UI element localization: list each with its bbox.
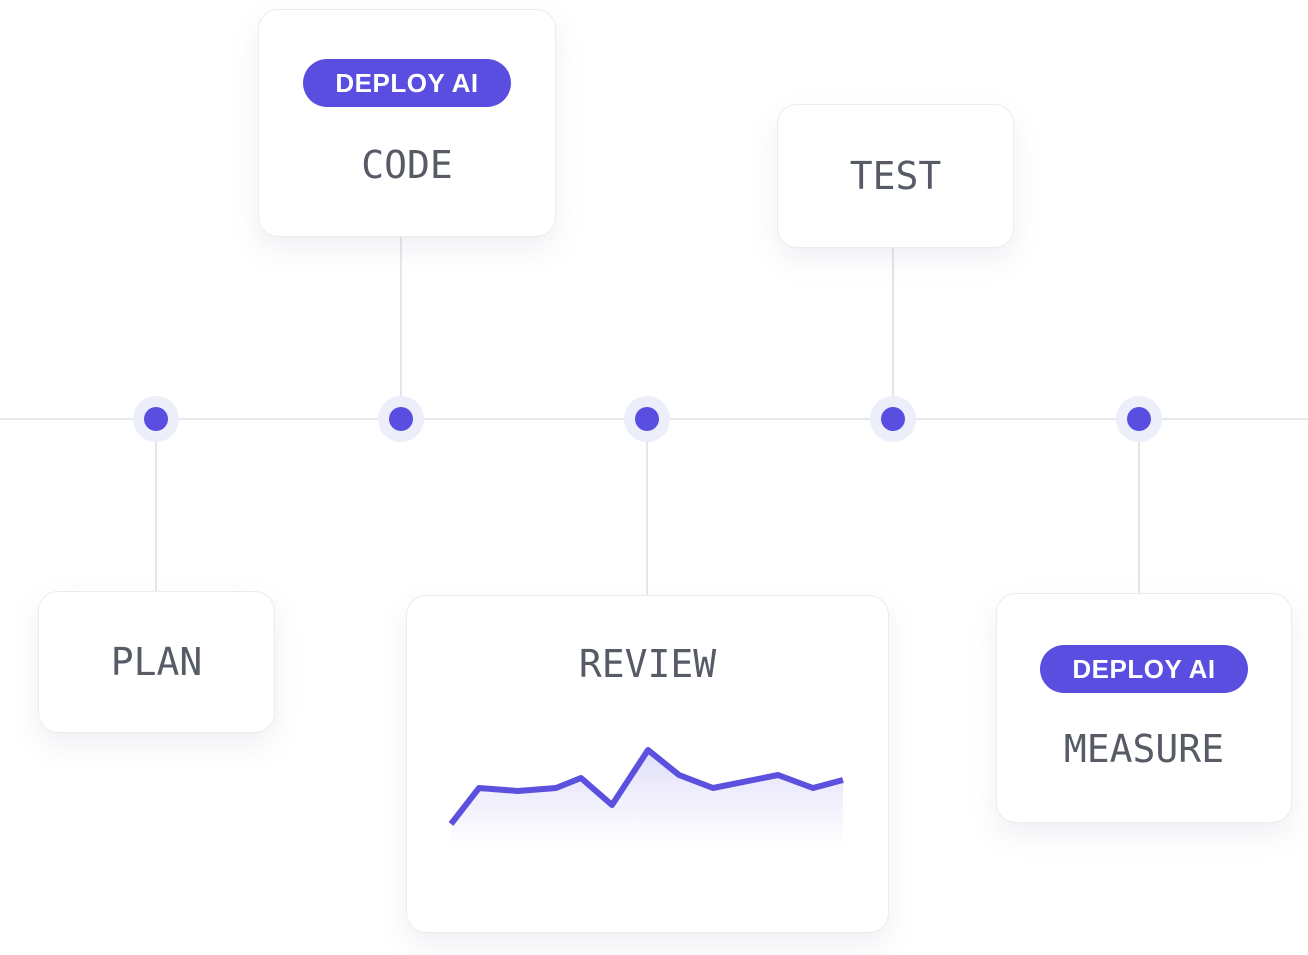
node-dot: [144, 407, 168, 431]
stage-card-test[interactable]: TEST: [777, 104, 1014, 248]
connector-measure: [1138, 419, 1140, 593]
stage-label-measure: MEASURE: [1063, 727, 1225, 771]
deploy-ai-badge[interactable]: DEPLOY AI: [303, 59, 511, 107]
node-dot: [635, 407, 659, 431]
stage-label-test: TEST: [849, 154, 942, 198]
stage-card-code[interactable]: DEPLOY AI CODE: [258, 9, 556, 237]
timeline-node-review[interactable]: [624, 396, 670, 442]
stage-label-plan: PLAN: [110, 640, 203, 684]
stage-card-measure[interactable]: DEPLOY AI MEASURE: [996, 593, 1292, 823]
stage-card-plan[interactable]: PLAN: [38, 591, 275, 733]
sparkline-area-fill: [451, 750, 843, 848]
review-sparkline-chart: [448, 747, 844, 848]
connector-code: [400, 237, 402, 419]
node-dot: [1127, 407, 1151, 431]
timeline-node-test[interactable]: [870, 396, 916, 442]
timeline-node-code[interactable]: [378, 396, 424, 442]
stage-label-review: REVIEW: [578, 642, 717, 686]
timeline-node-plan[interactable]: [133, 396, 179, 442]
stage-label-code: CODE: [361, 143, 453, 187]
node-dot: [389, 407, 413, 431]
node-dot: [881, 407, 905, 431]
deploy-ai-badge[interactable]: DEPLOY AI: [1040, 645, 1248, 693]
stage-card-review[interactable]: REVIEW: [406, 595, 889, 933]
connector-review: [646, 419, 648, 595]
connector-plan: [155, 419, 157, 591]
timeline-node-measure[interactable]: [1116, 396, 1162, 442]
connector-test: [892, 248, 894, 419]
sparkline-line: [448, 747, 844, 826]
